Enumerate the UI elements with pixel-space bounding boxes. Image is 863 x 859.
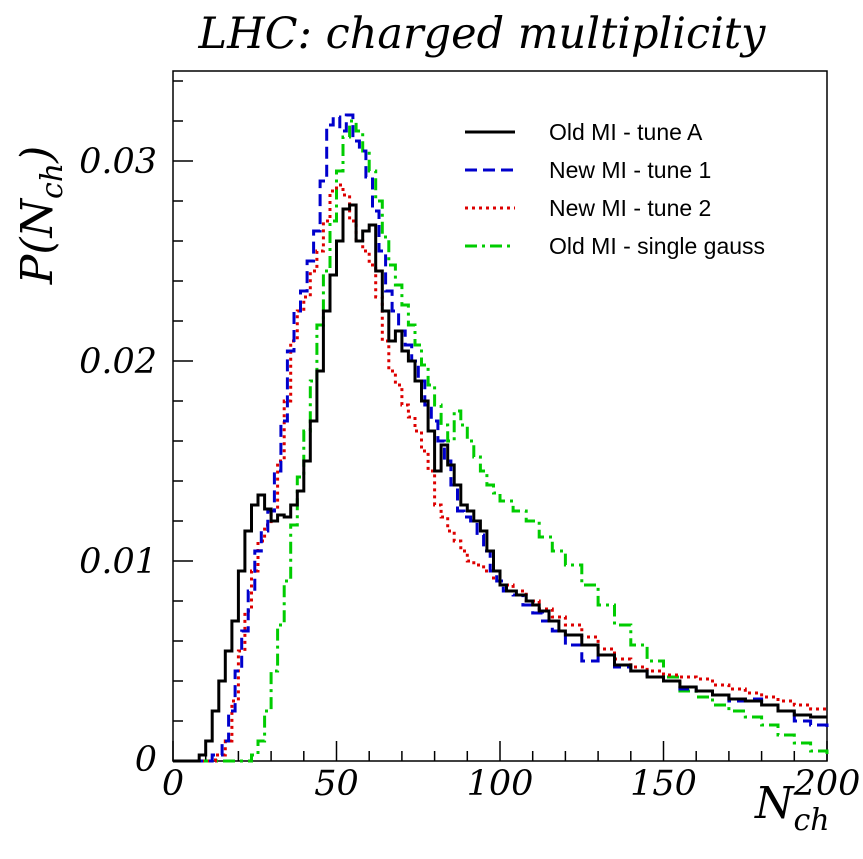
x-axis-label: Nch xyxy=(754,778,830,838)
series-line xyxy=(173,119,829,763)
y-axis-label-close: ) xyxy=(12,146,63,164)
y-tick-label: 0.02 xyxy=(79,342,157,382)
legend-label: New MI - tune 1 xyxy=(549,157,711,183)
legend-label: Old MI - single gauss xyxy=(549,233,765,259)
y-tick-label: 0 xyxy=(135,740,157,780)
y-axis-label-sub: ch xyxy=(35,163,70,199)
chart-title: LHC: charged multiplicity xyxy=(198,9,767,59)
y-tick-label: 0.03 xyxy=(79,142,157,182)
series-lines xyxy=(173,113,829,763)
y-tick-label: 0.01 xyxy=(79,542,157,582)
legend-label: Old MI - tune A xyxy=(549,119,703,145)
plot-frame xyxy=(172,70,828,762)
x-tick-label: 50 xyxy=(314,764,359,804)
svg-text:P(Nch): P(Nch) xyxy=(12,146,70,286)
legend-label: New MI - tune 2 xyxy=(549,195,711,221)
x-tick-label: 0 xyxy=(162,764,184,804)
y-axis-label-main: P(N xyxy=(12,198,63,286)
series-line xyxy=(173,203,827,763)
x-tick-label: 150 xyxy=(630,764,697,804)
axis-ticks xyxy=(172,80,828,762)
axis-tick-labels: 0 50 100 150 200 0 0.01 0.02 0.03 xyxy=(79,142,860,804)
y-axis-label: P(Nch) xyxy=(12,146,70,286)
x-tick-label: 200 xyxy=(793,764,861,804)
legend: Old MI - tune A New MI - tune 1 New MI - t… xyxy=(465,119,765,259)
series-line xyxy=(173,113,829,763)
x-axis-label-sub: ch xyxy=(794,803,830,838)
x-axis-label-main: N xyxy=(754,778,795,829)
x-tick-label: 100 xyxy=(467,764,534,804)
